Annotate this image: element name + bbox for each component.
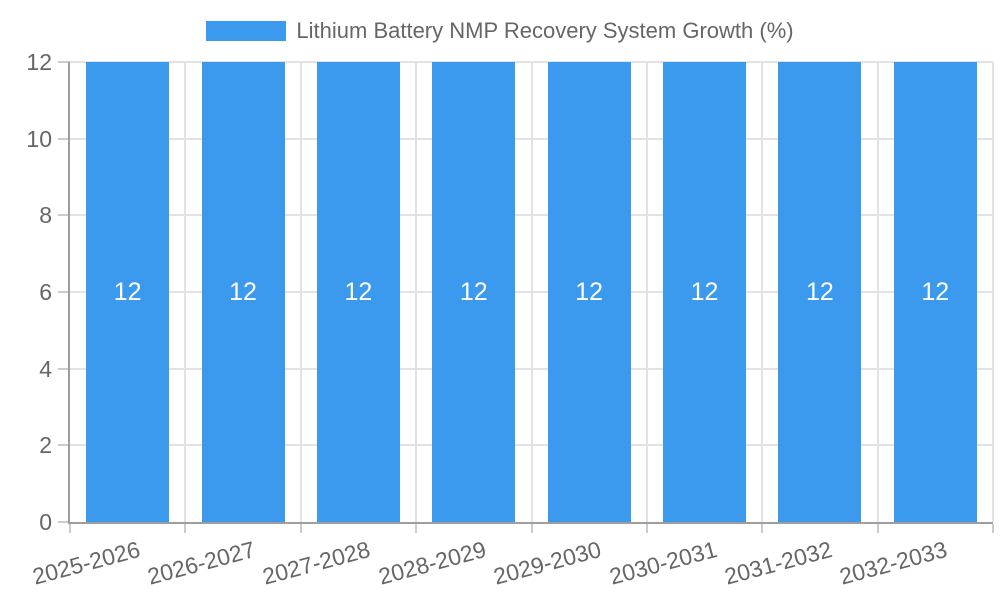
x-gridline <box>184 62 187 522</box>
x-tick-label: 2028-2029 <box>375 536 489 590</box>
y-tick-mark <box>58 367 70 370</box>
bar-value-label: 12 <box>459 278 488 306</box>
y-tick-mark <box>58 291 70 293</box>
bar-value-label: 12 <box>921 278 950 306</box>
x-tick-label: 2030-2031 <box>606 536 720 590</box>
y-tick-label: 8 <box>39 202 52 229</box>
x-tick-label: 2025-2026 <box>29 536 143 590</box>
x-tick-mark <box>184 524 187 533</box>
x-tick-label: 2029-2030 <box>490 536 604 590</box>
x-tick-mark <box>645 524 648 533</box>
x-tick-label: 2031-2032 <box>721 536 835 590</box>
x-tick-mark <box>530 524 533 533</box>
bar[interactable] <box>547 62 631 522</box>
bar[interactable] <box>663 62 747 522</box>
x-tick-label: 2032-2033 <box>837 536 951 590</box>
y-tick-mark <box>58 444 70 447</box>
legend-swatch-icon <box>206 21 287 41</box>
x-gridline <box>876 62 879 522</box>
chart-legend[interactable]: Lithium Battery NMP Recovery System Grow… <box>0 18 1000 44</box>
bar[interactable] <box>432 62 516 522</box>
y-axis-line <box>68 62 70 524</box>
y-tick-label: 2 <box>39 432 52 459</box>
plot-area: 0 2 4 6 8 10 12 12 2025-2026 12 2026-2027 12 2027-20… <box>26 49 994 590</box>
y-tick-label: 0 <box>39 509 52 535</box>
y-tick-mark <box>58 521 70 523</box>
bar-value-label: 12 <box>690 278 719 306</box>
x-tick-mark <box>415 524 418 533</box>
legend-label: Lithium Battery NMP Recovery System Grow… <box>296 18 794 43</box>
x-tick-mark <box>69 524 71 533</box>
y-tick-mark <box>58 61 70 63</box>
x-tick-mark <box>299 524 302 533</box>
y-tick-mark <box>58 137 70 140</box>
y-tick-label: 12 <box>26 49 52 75</box>
y-tick-label: 4 <box>39 355 52 382</box>
x-tick-mark <box>761 524 764 533</box>
bar[interactable] <box>316 62 400 522</box>
y-tick-label: 10 <box>26 125 52 152</box>
bar[interactable] <box>778 62 862 522</box>
x-tick-mark <box>992 524 994 533</box>
bar-value-label: 12 <box>113 278 142 306</box>
x-tick-mark <box>876 524 879 533</box>
x-gridline <box>530 62 533 522</box>
x-gridline <box>299 62 302 522</box>
y-tick-mark <box>58 214 70 217</box>
bar[interactable] <box>201 62 285 522</box>
y-tick-label: 6 <box>39 279 52 305</box>
x-gridline <box>992 62 994 522</box>
x-tick-label: 2027-2028 <box>260 536 374 590</box>
bar[interactable] <box>893 62 977 522</box>
x-axis-line <box>68 522 993 524</box>
x-gridline <box>761 62 764 522</box>
x-gridline <box>645 62 648 522</box>
x-tick-label: 2026-2027 <box>144 536 258 590</box>
bar[interactable] <box>86 62 170 522</box>
bar-value-label: 12 <box>575 278 604 306</box>
bar-value-label: 12 <box>806 278 834 306</box>
bar-value-label: 12 <box>229 278 257 306</box>
x-gridline <box>415 62 418 522</box>
bar-value-label: 12 <box>344 278 373 306</box>
